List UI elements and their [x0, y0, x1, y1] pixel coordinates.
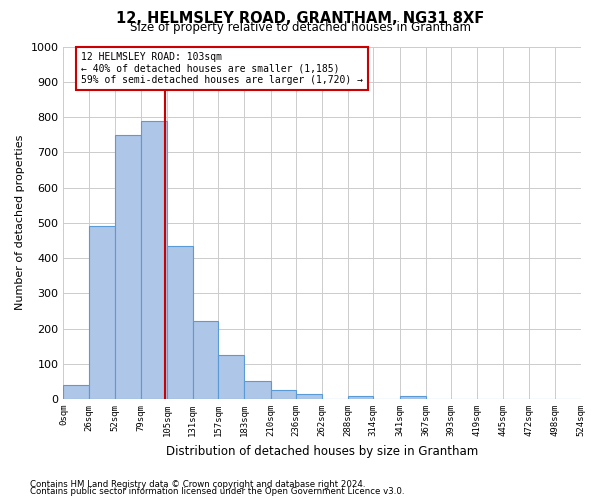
Text: Contains public sector information licensed under the Open Government Licence v3: Contains public sector information licen…	[30, 487, 404, 496]
Bar	[89, 226, 115, 399]
Bar	[271, 390, 296, 399]
Text: Contains HM Land Registry data © Crown copyright and database right 2024.: Contains HM Land Registry data © Crown c…	[30, 480, 365, 489]
Bar	[167, 246, 193, 399]
Y-axis label: Number of detached properties: Number of detached properties	[15, 135, 25, 310]
Bar	[115, 134, 142, 399]
Text: Size of property relative to detached houses in Grantham: Size of property relative to detached ho…	[130, 22, 470, 35]
Bar	[64, 385, 89, 399]
X-axis label: Distribution of detached houses by size in Grantham: Distribution of detached houses by size …	[166, 444, 478, 458]
Text: 12 HELMSLEY ROAD: 103sqm
← 40% of detached houses are smaller (1,185)
59% of sem: 12 HELMSLEY ROAD: 103sqm ← 40% of detach…	[81, 52, 363, 85]
Bar	[296, 394, 322, 399]
Text: 12, HELMSLEY ROAD, GRANTHAM, NG31 8XF: 12, HELMSLEY ROAD, GRANTHAM, NG31 8XF	[116, 11, 484, 26]
Bar	[400, 396, 425, 399]
Bar	[347, 396, 373, 399]
Bar	[193, 322, 218, 399]
Bar	[142, 120, 167, 399]
Bar	[218, 355, 244, 399]
Bar	[244, 382, 271, 399]
